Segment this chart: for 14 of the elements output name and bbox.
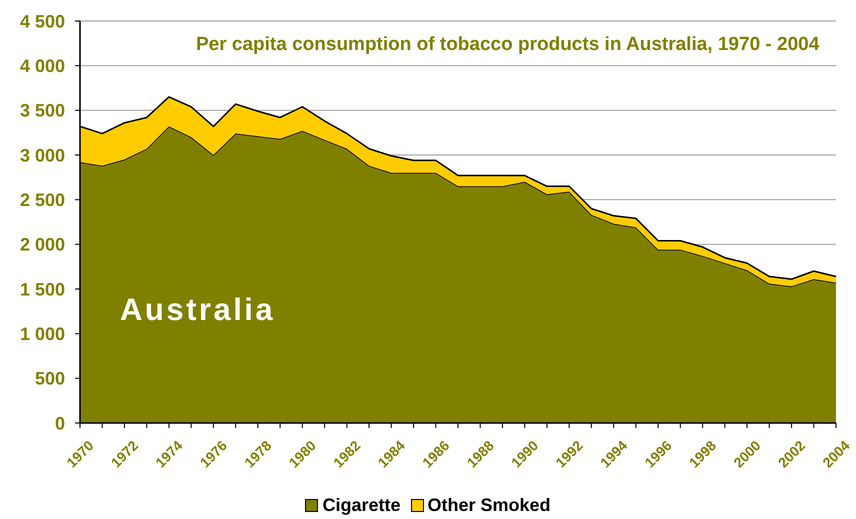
text: Per capita consumption of tobacco products in Australia, 1970 - 2004 bbox=[196, 34, 820, 56]
y-tick-label: 1 000 bbox=[20, 324, 65, 344]
y-tick-label: 3 500 bbox=[20, 100, 65, 121]
y-tick-label: 3 000 bbox=[20, 145, 65, 166]
legend-label: Other Smoked bbox=[428, 495, 551, 516]
y-tick-label: 2 000 bbox=[20, 234, 65, 255]
legend-label: Cigarette bbox=[322, 495, 400, 516]
annotation: Australia bbox=[120, 292, 276, 328]
y-tick-label: 500 bbox=[34, 368, 65, 389]
y-tick-label: 0 bbox=[54, 413, 65, 434]
y-tick-label: 1 500 bbox=[20, 279, 65, 300]
y-tick-label: 4 500 bbox=[20, 11, 65, 32]
y-tick-label: 4 000 bbox=[20, 56, 65, 76]
y-tick-label: 2 500 bbox=[20, 190, 65, 210]
